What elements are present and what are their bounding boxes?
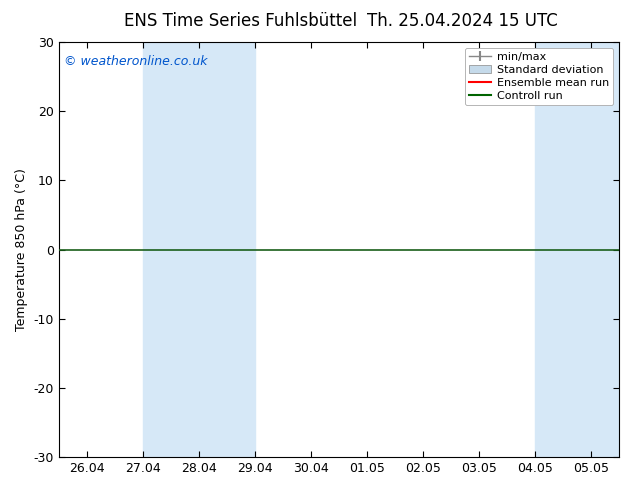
Bar bbox=[535, 42, 634, 457]
Text: © weatheronline.co.uk: © weatheronline.co.uk bbox=[65, 54, 208, 68]
Text: ENS Time Series Fuhlsbüttel: ENS Time Series Fuhlsbüttel bbox=[124, 12, 358, 30]
Legend: min/max, Standard deviation, Ensemble mean run, Controll run: min/max, Standard deviation, Ensemble me… bbox=[465, 48, 614, 105]
Y-axis label: Temperature 850 hPa (°C): Temperature 850 hPa (°C) bbox=[15, 168, 28, 331]
Text: Th. 25.04.2024 15 UTC: Th. 25.04.2024 15 UTC bbox=[368, 12, 558, 30]
Bar bbox=[143, 42, 255, 457]
